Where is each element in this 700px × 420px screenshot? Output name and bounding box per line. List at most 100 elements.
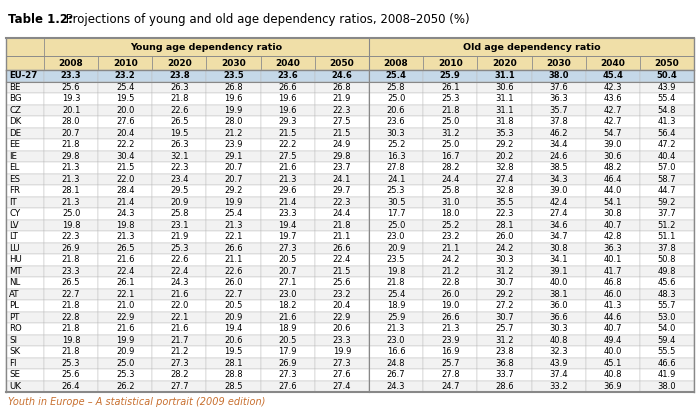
Bar <box>153 254 206 265</box>
Bar <box>260 346 315 357</box>
Bar <box>424 369 477 381</box>
Text: 30.5: 30.5 <box>387 198 405 207</box>
Text: 24.2: 24.2 <box>495 244 514 253</box>
Text: 24.3: 24.3 <box>170 278 189 287</box>
Text: 25.8: 25.8 <box>170 209 189 218</box>
Text: 42.7: 42.7 <box>603 117 622 126</box>
Bar <box>315 150 369 162</box>
Bar <box>44 197 98 208</box>
Text: 35.5: 35.5 <box>495 198 514 207</box>
Text: 51.1: 51.1 <box>658 232 676 241</box>
Bar <box>477 93 531 105</box>
Text: 30.8: 30.8 <box>603 209 622 218</box>
Bar <box>44 231 98 242</box>
Text: 32.1: 32.1 <box>170 152 189 161</box>
Text: 22.8: 22.8 <box>62 313 80 322</box>
Text: 48.2: 48.2 <box>603 163 622 172</box>
Bar <box>6 81 44 93</box>
Text: 29.2: 29.2 <box>495 140 514 149</box>
Bar <box>640 312 694 323</box>
Bar <box>98 346 153 357</box>
Text: 29.5: 29.5 <box>170 186 188 195</box>
Bar <box>477 289 531 300</box>
Text: 38.1: 38.1 <box>550 290 568 299</box>
Bar <box>586 93 640 105</box>
Bar <box>98 93 153 105</box>
Bar <box>98 323 153 334</box>
Text: 21.4: 21.4 <box>279 198 297 207</box>
Bar <box>477 334 531 346</box>
Text: 29.1: 29.1 <box>225 152 243 161</box>
Text: 22.9: 22.9 <box>332 313 351 322</box>
Bar <box>44 277 98 289</box>
Text: 22.3: 22.3 <box>170 163 189 172</box>
Text: 23.6: 23.6 <box>387 117 405 126</box>
Text: 23.3: 23.3 <box>279 209 297 218</box>
Text: 31.2: 31.2 <box>441 129 459 138</box>
Text: 2008: 2008 <box>384 58 409 68</box>
Text: 41.9: 41.9 <box>658 370 676 379</box>
Bar <box>315 323 369 334</box>
Bar <box>531 300 586 312</box>
Bar <box>260 70 315 81</box>
Text: 23.4: 23.4 <box>170 175 189 184</box>
Bar <box>44 173 98 185</box>
Text: 2030: 2030 <box>546 58 571 68</box>
Text: 27.8: 27.8 <box>441 370 460 379</box>
Bar <box>153 162 206 173</box>
Bar <box>206 56 260 70</box>
Text: 16.3: 16.3 <box>387 152 405 161</box>
Bar <box>477 242 531 254</box>
Bar <box>6 70 44 81</box>
Bar <box>640 289 694 300</box>
Text: 37.7: 37.7 <box>657 209 676 218</box>
Text: 30.4: 30.4 <box>116 152 134 161</box>
Bar <box>424 208 477 220</box>
Bar <box>424 220 477 231</box>
Bar <box>6 265 44 277</box>
Text: 20.4: 20.4 <box>116 129 134 138</box>
Bar <box>98 334 153 346</box>
Bar <box>98 208 153 220</box>
Bar <box>586 312 640 323</box>
Text: 31.1: 31.1 <box>495 94 514 103</box>
Bar <box>153 208 206 220</box>
Bar <box>369 139 424 150</box>
Bar <box>44 93 98 105</box>
Text: 32.3: 32.3 <box>550 347 568 356</box>
Text: 23.0: 23.0 <box>279 290 297 299</box>
Bar <box>640 265 694 277</box>
Bar <box>206 105 260 116</box>
Text: 20.5: 20.5 <box>225 301 243 310</box>
Bar <box>315 334 369 346</box>
Text: 20.0: 20.0 <box>116 106 134 115</box>
Text: 21.9: 21.9 <box>332 94 351 103</box>
Bar <box>315 289 369 300</box>
Text: 19.6: 19.6 <box>279 106 297 115</box>
Bar <box>477 254 531 265</box>
Bar <box>315 357 369 369</box>
Text: 25.4: 25.4 <box>225 209 243 218</box>
Text: 28.2: 28.2 <box>441 163 459 172</box>
Bar <box>98 369 153 381</box>
Bar <box>315 162 369 173</box>
Bar <box>586 231 640 242</box>
Text: 39.0: 39.0 <box>550 186 568 195</box>
Bar <box>640 197 694 208</box>
Bar <box>153 105 206 116</box>
Text: 21.6: 21.6 <box>279 163 297 172</box>
Bar <box>206 312 260 323</box>
Text: 21.2: 21.2 <box>441 267 459 276</box>
Bar <box>586 116 640 128</box>
Text: 40.8: 40.8 <box>550 336 568 345</box>
Bar <box>586 197 640 208</box>
Text: 45.6: 45.6 <box>658 278 676 287</box>
Bar <box>477 381 531 392</box>
Text: 43.6: 43.6 <box>603 94 622 103</box>
Bar <box>477 323 531 334</box>
Bar <box>98 81 153 93</box>
Text: 36.3: 36.3 <box>550 94 568 103</box>
Text: 27.3: 27.3 <box>279 370 297 379</box>
Text: 22.4: 22.4 <box>332 255 351 264</box>
Text: 24.7: 24.7 <box>441 382 459 391</box>
